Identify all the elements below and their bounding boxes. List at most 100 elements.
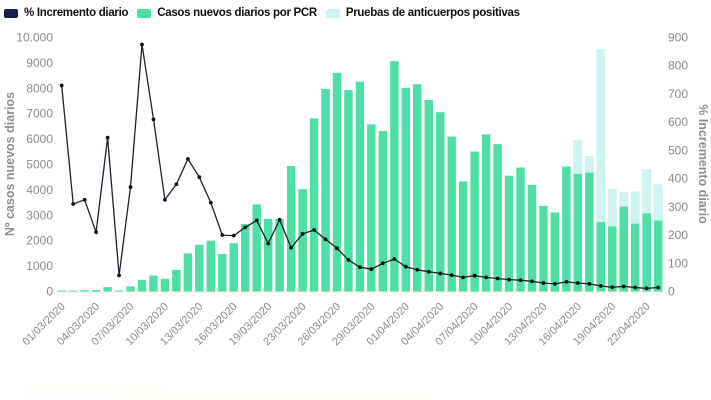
bar-pcr-08/03/2020[interactable] (137, 279, 147, 292)
bar-pcr-09/03/2020[interactable] (149, 275, 158, 292)
bar-pcr-22/04/2020[interactable] (642, 213, 651, 292)
point-pct-19/04/2020[interactable] (610, 285, 615, 290)
point-pct-20/03/2020[interactable] (277, 217, 282, 222)
point-pct-02/03/2020[interactable] (71, 202, 76, 206)
bar-pcr-24/03/2020[interactable] (309, 118, 319, 292)
bar-pcr-09/04/2020[interactable] (493, 144, 502, 292)
bar-pcr-14/04/2020[interactable] (550, 212, 560, 292)
bar-pcr-02/04/2020[interactable] (413, 84, 422, 292)
point-pct-15/04/2020[interactable] (564, 280, 569, 284)
bar-pcr-25/03/2020[interactable] (321, 89, 330, 292)
point-pct-16/04/2020[interactable] (575, 281, 580, 285)
bar-pcr-26/03/2020[interactable] (332, 72, 342, 292)
bar-antibody-18/04/2020[interactable] (596, 48, 606, 292)
bar-pcr-18/03/2020[interactable] (252, 204, 261, 292)
point-pct-26/03/2020[interactable] (335, 246, 339, 251)
point-pct-04/04/2020[interactable] (438, 271, 443, 276)
bar-pcr-20/03/2020[interactable] (275, 218, 284, 292)
point-pct-13/04/2020[interactable] (541, 281, 546, 285)
bar-pcr-21/03/2020[interactable] (286, 166, 296, 292)
point-pct-19/03/2020[interactable] (266, 241, 271, 246)
bar-pcr-16/04/2020[interactable] (573, 173, 583, 292)
bar-pcr-13/04/2020[interactable] (539, 205, 548, 292)
bar-pcr-21/04/2020[interactable] (631, 223, 640, 292)
point-pct-24/03/2020[interactable] (312, 228, 316, 232)
bar-pcr-28/03/2020[interactable] (355, 81, 365, 292)
bar-pcr-18/04/2020[interactable] (596, 222, 605, 292)
bar-pcr-29/03/2020[interactable] (367, 124, 376, 292)
bar-pcr-03/04/2020[interactable] (424, 99, 433, 292)
point-pct-11/04/2020[interactable] (518, 278, 523, 283)
point-pct-12/04/2020[interactable] (530, 279, 534, 284)
bar-pcr-23/04/2020[interactable] (653, 220, 663, 292)
point-pct-29/03/2020[interactable] (369, 267, 374, 272)
point-pct-05/04/2020[interactable] (449, 273, 454, 278)
point-pct-30/03/2020[interactable] (380, 261, 385, 266)
point-pct-21/03/2020[interactable] (289, 245, 293, 250)
bar-pcr-08/04/2020[interactable] (481, 134, 491, 292)
bar-pcr-15/03/2020[interactable] (218, 253, 227, 292)
bar-pcr-17/03/2020[interactable] (241, 223, 250, 292)
point-pct-14/04/2020[interactable] (553, 281, 557, 286)
point-pct-10/04/2020[interactable] (507, 277, 511, 282)
point-pct-31/03/2020[interactable] (392, 257, 397, 261)
bar-pcr-07/04/2020[interactable] (470, 151, 479, 292)
point-pct-01/03/2020[interactable] (59, 83, 64, 88)
bar-pcr-03/03/2020[interactable] (80, 290, 89, 292)
bar-pcr-13/03/2020[interactable] (195, 244, 204, 292)
bar-pcr-19/03/2020[interactable] (263, 218, 273, 292)
point-pct-27/03/2020[interactable] (346, 257, 351, 262)
bar-pcr-06/03/2020[interactable] (114, 290, 124, 292)
bar-pcr-12/03/2020[interactable] (183, 253, 193, 292)
bar-pcr-10/04/2020[interactable] (504, 175, 514, 292)
point-pct-07/04/2020[interactable] (472, 273, 477, 278)
point-pct-07/03/2020[interactable] (128, 185, 133, 189)
point-pct-13/03/2020[interactable] (197, 175, 202, 180)
point-pct-05/03/2020[interactable] (105, 135, 110, 140)
bar-pcr-01/04/2020[interactable] (401, 87, 410, 292)
bar-pcr-06/04/2020[interactable] (458, 181, 468, 292)
point-pct-03/04/2020[interactable] (426, 269, 431, 274)
point-pct-16/03/2020[interactable] (231, 233, 236, 238)
bar-pcr-11/03/2020[interactable] (172, 269, 181, 292)
legend-item-incremento[interactable]: % Incremento diario (4, 7, 129, 19)
point-pct-20/04/2020[interactable] (621, 284, 626, 289)
bar-pcr-04/03/2020[interactable] (91, 289, 101, 292)
point-pct-03/03/2020[interactable] (82, 197, 87, 202)
point-pct-14/03/2020[interactable] (208, 200, 213, 205)
point-pct-02/04/2020[interactable] (415, 267, 420, 272)
legend-item-pcr[interactable]: Casos nuevos diarios por PCR (137, 7, 317, 19)
point-pct-10/03/2020[interactable] (163, 197, 167, 202)
point-pct-22/04/2020[interactable] (644, 286, 649, 291)
point-pct-23/03/2020[interactable] (300, 232, 305, 236)
bar-pcr-02/03/2020[interactable] (68, 290, 78, 292)
point-pct-12/03/2020[interactable] (185, 156, 190, 161)
legend-item-anticuerpos[interactable]: Pruebas de anticuerpos positivas (325, 7, 520, 19)
bar-pcr-15/04/2020[interactable] (562, 166, 571, 292)
point-pct-08/04/2020[interactable] (484, 275, 488, 280)
point-pct-17/03/2020[interactable] (243, 225, 248, 230)
bar-pcr-16/03/2020[interactable] (229, 243, 238, 292)
bar-pcr-11/04/2020[interactable] (516, 167, 525, 292)
point-pct-06/03/2020[interactable] (117, 273, 121, 278)
point-pct-09/04/2020[interactable] (495, 276, 500, 281)
bar-pcr-17/04/2020[interactable] (585, 172, 594, 292)
bar-pcr-07/03/2020[interactable] (126, 286, 135, 292)
bar-pcr-20/04/2020[interactable] (619, 206, 628, 292)
point-pct-17/04/2020[interactable] (587, 281, 592, 286)
bar-pcr-19/04/2020[interactable] (608, 226, 617, 292)
point-pct-25/03/2020[interactable] (323, 237, 328, 242)
point-pct-01/04/2020[interactable] (403, 264, 408, 269)
bar-pcr-14/03/2020[interactable] (206, 240, 216, 292)
bar-pcr-04/04/2020[interactable] (436, 112, 445, 292)
point-pct-08/03/2020[interactable] (140, 42, 144, 47)
bar-pcr-12/04/2020[interactable] (527, 184, 537, 292)
bar-pcr-05/03/2020[interactable] (103, 287, 112, 292)
point-pct-11/03/2020[interactable] (174, 182, 179, 187)
point-pct-23/04/2020[interactable] (656, 285, 661, 290)
bar-pcr-01/03/2020[interactable] (57, 290, 66, 292)
point-pct-21/04/2020[interactable] (633, 285, 638, 290)
point-pct-09/03/2020[interactable] (151, 117, 156, 122)
point-pct-28/03/2020[interactable] (358, 265, 362, 270)
bar-pcr-10/03/2020[interactable] (160, 278, 170, 292)
